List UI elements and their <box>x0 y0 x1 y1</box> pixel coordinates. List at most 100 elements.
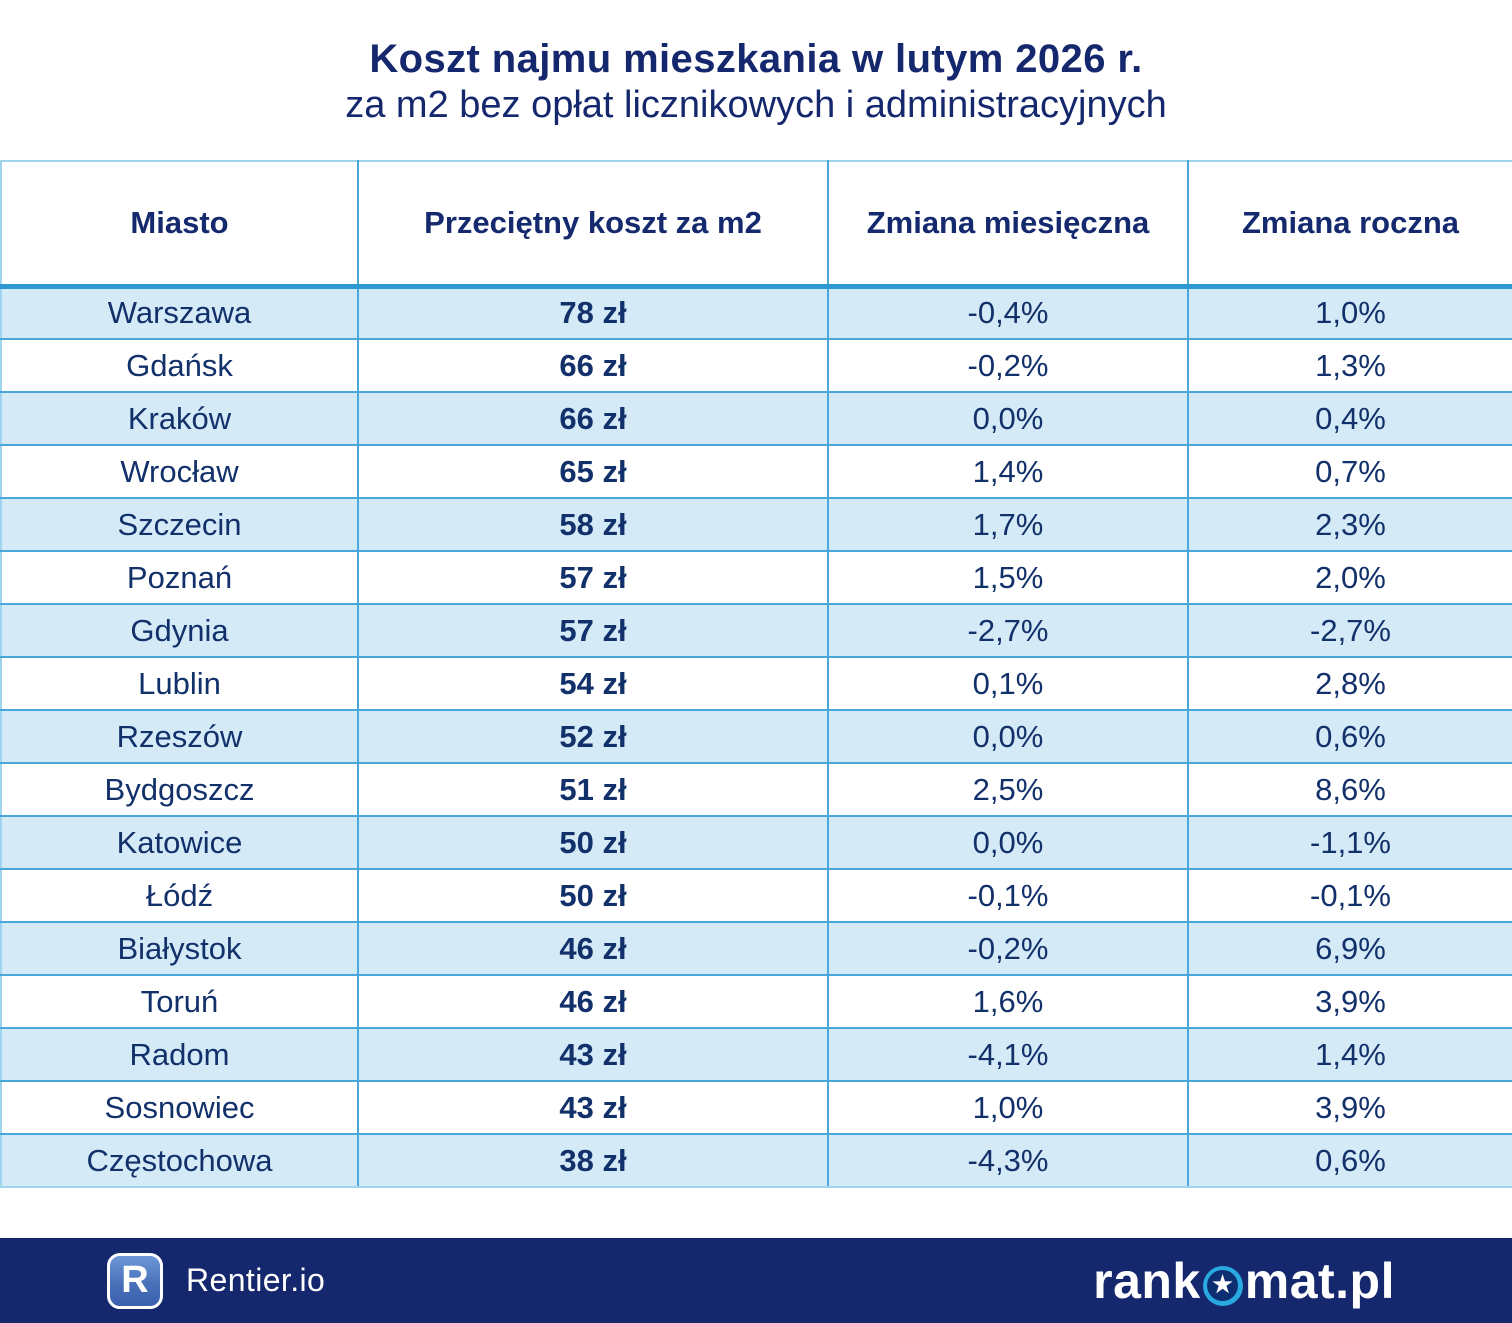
monthly-change-cell: 2,5% <box>827 762 1189 817</box>
city-cell: Białystok <box>0 921 359 976</box>
city-cell: Poznań <box>0 550 359 605</box>
cost-cell: 54 zł <box>357 656 829 711</box>
yearly-change-cell: 2,0% <box>1187 550 1512 605</box>
table-header: Miasto Przeciętny koszt za m2 Zmiana mie… <box>0 160 1512 289</box>
monthly-change-cell: 1,6% <box>827 974 1189 1029</box>
table-row: Sosnowiec 43 zł 1,0% 3,9% <box>0 1080 1512 1135</box>
star-glyph: ★ <box>1207 1270 1239 1301</box>
table-row: Łódź 50 zł -0,1% -0,1% <box>0 868 1512 923</box>
cost-cell: 38 zł <box>357 1133 829 1188</box>
table-row: Poznań 57 zł 1,5% 2,0% <box>0 550 1512 605</box>
yearly-change-cell: 3,9% <box>1187 1080 1512 1135</box>
cost-cell: 52 zł <box>357 709 829 764</box>
city-cell: Toruń <box>0 974 359 1029</box>
city-cell: Gdańsk <box>0 338 359 393</box>
city-cell: Częstochowa <box>0 1133 359 1188</box>
table-body: Warszawa 78 zł -0,4% 1,0% Gdańsk 66 zł -0,2% 1,… <box>0 285 1512 1188</box>
city-cell: Radom <box>0 1027 359 1082</box>
cost-cell: 58 zł <box>357 497 829 552</box>
footer-bar: R Rentier.io rank ★ mat.pl <box>0 1238 1512 1323</box>
cost-cell: 57 zł <box>357 550 829 605</box>
monthly-change-cell: 0,0% <box>827 391 1189 446</box>
city-cell: Lublin <box>0 656 359 711</box>
page-title: Koszt najmu mieszkania w lutym 2026 r. z… <box>0 36 1512 128</box>
cost-cell: 66 zł <box>357 338 829 393</box>
table-row: Radom 43 zł -4,1% 1,4% <box>0 1027 1512 1082</box>
monthly-change-cell: 1,4% <box>827 444 1189 499</box>
header-city: Miasto <box>0 160 359 289</box>
monthly-change-cell: -0,1% <box>827 868 1189 923</box>
city-cell: Szczecin <box>0 497 359 552</box>
monthly-change-cell: 1,5% <box>827 550 1189 605</box>
cost-cell: 78 zł <box>357 285 829 340</box>
table-row: Wrocław 65 zł 1,4% 0,7% <box>0 444 1512 499</box>
cost-cell: 57 zł <box>357 603 829 658</box>
city-cell: Sosnowiec <box>0 1080 359 1135</box>
monthly-change-cell: -0,2% <box>827 921 1189 976</box>
cost-cell: 50 zł <box>357 868 829 923</box>
yearly-change-cell: 0,7% <box>1187 444 1512 499</box>
table-row: Białystok 46 zł -0,2% 6,9% <box>0 921 1512 976</box>
rankomat-logo: rank ★ mat.pl <box>1093 1252 1395 1310</box>
table-row: Warszawa 78 zł -0,4% 1,0% <box>0 285 1512 340</box>
yearly-change-cell: -2,7% <box>1187 603 1512 658</box>
monthly-change-cell: -0,4% <box>827 285 1189 340</box>
yearly-change-cell: 8,6% <box>1187 762 1512 817</box>
yearly-change-cell: 1,4% <box>1187 1027 1512 1082</box>
yearly-change-cell: 3,9% <box>1187 974 1512 1029</box>
table-row: Częstochowa 38 zł -4,3% 0,6% <box>0 1133 1512 1188</box>
yearly-change-cell: 2,8% <box>1187 656 1512 711</box>
table-row: Rzeszów 52 zł 0,0% 0,6% <box>0 709 1512 764</box>
rentier-logo: R Rentier.io <box>107 1252 326 1309</box>
cost-cell: 43 zł <box>357 1080 829 1135</box>
rankomat-text-left: rank <box>1093 1252 1201 1309</box>
header-monthly-change: Zmiana miesięczna <box>827 160 1189 289</box>
header-avg-cost: Przeciętny koszt za m2 <box>357 160 829 289</box>
city-cell: Rzeszów <box>0 709 359 764</box>
monthly-change-cell: -2,7% <box>827 603 1189 658</box>
cost-cell: 65 zł <box>357 444 829 499</box>
city-cell: Kraków <box>0 391 359 446</box>
city-cell: Łódź <box>0 868 359 923</box>
city-cell: Katowice <box>0 815 359 870</box>
yearly-change-cell: 6,9% <box>1187 921 1512 976</box>
city-cell: Warszawa <box>0 285 359 340</box>
table-row: Gdynia 57 zł -2,7% -2,7% <box>0 603 1512 658</box>
yearly-change-cell: -1,1% <box>1187 815 1512 870</box>
table-row: Bydgoszcz 51 zł 2,5% 8,6% <box>0 762 1512 817</box>
table-row: Kraków 66 zł 0,0% 0,4% <box>0 391 1512 446</box>
yearly-change-cell: -0,1% <box>1187 868 1512 923</box>
monthly-change-cell: -4,3% <box>827 1133 1189 1188</box>
yearly-change-cell: 0,6% <box>1187 1133 1512 1188</box>
monthly-change-cell: 0,0% <box>827 709 1189 764</box>
city-cell: Wrocław <box>0 444 359 499</box>
monthly-change-cell: 0,1% <box>827 656 1189 711</box>
cost-cell: 66 zł <box>357 391 829 446</box>
table-row: Lublin 54 zł 0,1% 2,8% <box>0 656 1512 711</box>
yearly-change-cell: 0,6% <box>1187 709 1512 764</box>
title-line-2: za m2 bez opłat licznikowych i administr… <box>345 84 1167 127</box>
rentier-label: Rentier.io <box>186 1262 326 1298</box>
cost-cell: 50 zł <box>357 815 829 870</box>
table-row: Gdańsk 66 zł -0,2% 1,3% <box>0 338 1512 393</box>
city-cell: Gdynia <box>0 603 359 658</box>
cost-cell: 46 zł <box>357 921 829 976</box>
cost-cell: 43 zł <box>357 1027 829 1082</box>
table-row: Katowice 50 zł 0,0% -1,1% <box>0 815 1512 870</box>
city-cell: Bydgoszcz <box>0 762 359 817</box>
monthly-change-cell: 1,7% <box>827 497 1189 552</box>
header-yearly-change: Zmiana roczna <box>1187 160 1512 289</box>
monthly-change-cell: -4,1% <box>827 1027 1189 1082</box>
rankomat-star-icon: ★ <box>1202 1265 1243 1306</box>
yearly-change-cell: 1,0% <box>1187 285 1512 340</box>
yearly-change-cell: 2,3% <box>1187 497 1512 552</box>
cost-cell: 46 zł <box>357 974 829 1029</box>
monthly-change-cell: 0,0% <box>827 815 1189 870</box>
title-line-1: Koszt najmu mieszkania w lutym 2026 r. <box>369 37 1143 81</box>
table-row: Szczecin 58 zł 1,7% 2,3% <box>0 497 1512 552</box>
rentier-r-icon: R <box>107 1252 163 1309</box>
rent-cost-table: Miasto Przeciętny koszt za m2 Zmiana mie… <box>0 160 1512 1188</box>
monthly-change-cell: -0,2% <box>827 338 1189 393</box>
monthly-change-cell: 1,0% <box>827 1080 1189 1135</box>
table-row: Toruń 46 zł 1,6% 3,9% <box>0 974 1512 1029</box>
